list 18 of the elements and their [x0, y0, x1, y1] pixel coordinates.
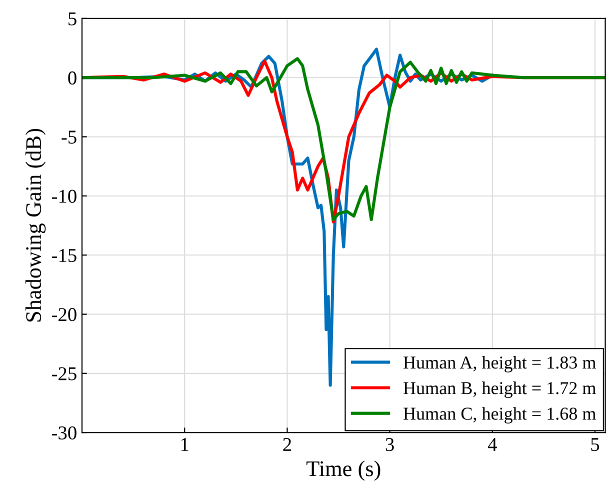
- y-tick-label: -15: [52, 248, 76, 262]
- legend-label: Human C, height = 1.68 m: [404, 407, 596, 424]
- x-tick-label: 2: [283, 438, 291, 451]
- x-axis-title: Time (s): [306, 460, 380, 481]
- legend-label: Human A, height = 1.83 m: [404, 356, 596, 372]
- x-tick-label: 5: [591, 438, 600, 452]
- x-tick-label: 1: [181, 438, 188, 451]
- y-tick-label: -10: [52, 190, 76, 203]
- y-tick-label: -30: [52, 426, 76, 440]
- y-tick-label: -5: [62, 130, 76, 144]
- x-tick-label: 4: [488, 438, 497, 451]
- legend-label: Human B, height = 1.72 m: [404, 382, 596, 398]
- y-axis-title: Shadowing Gain (dB): [25, 128, 46, 322]
- y-tick-label: 0: [68, 71, 76, 85]
- y-tick-label: 5: [68, 12, 76, 26]
- y-tick-label: -20: [52, 308, 76, 322]
- x-tick-label: 3: [386, 438, 394, 452]
- y-tick-label: -25: [52, 367, 76, 380]
